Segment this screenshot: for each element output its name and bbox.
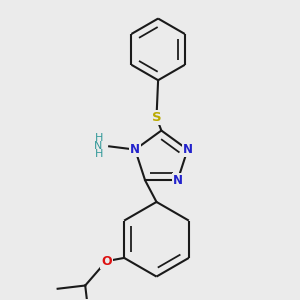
Text: N: N <box>94 141 102 151</box>
Text: H: H <box>95 149 103 160</box>
Text: N: N <box>130 143 140 156</box>
Text: H: H <box>95 133 103 143</box>
Text: N: N <box>183 143 193 156</box>
Text: S: S <box>152 111 161 124</box>
Text: N: N <box>172 174 183 187</box>
Text: O: O <box>101 255 112 268</box>
